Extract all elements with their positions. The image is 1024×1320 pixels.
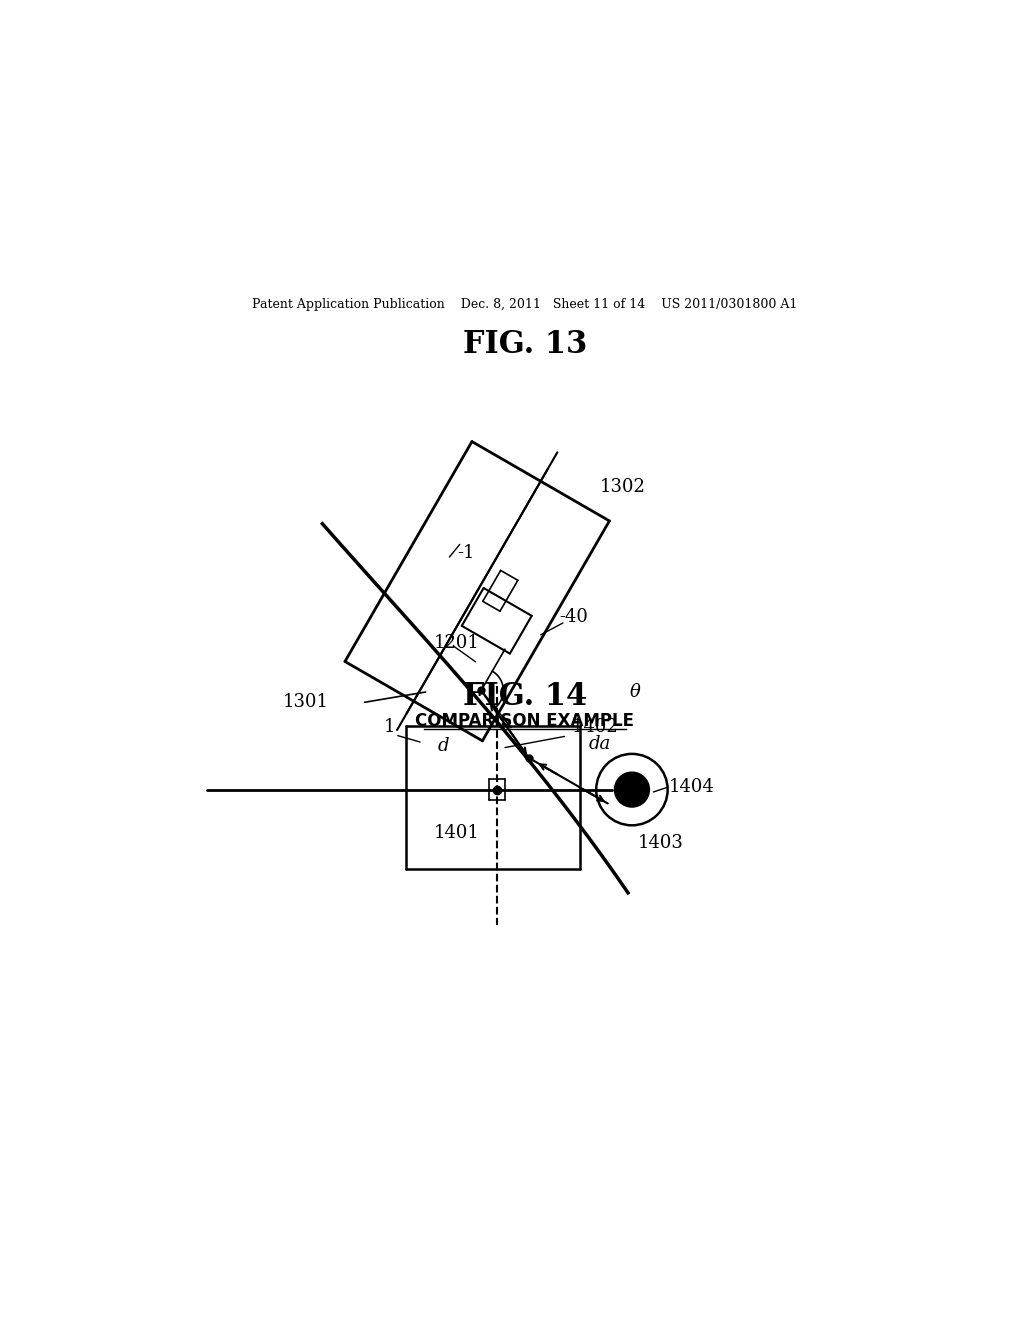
- Text: 1404: 1404: [670, 779, 715, 796]
- Circle shape: [614, 772, 649, 807]
- Text: 1: 1: [384, 718, 395, 735]
- Text: -1: -1: [458, 544, 475, 561]
- Text: -1402: -1402: [566, 718, 617, 735]
- Text: 1301: 1301: [283, 693, 329, 711]
- Text: -40: -40: [559, 609, 588, 627]
- Text: da: da: [588, 735, 610, 754]
- Text: Patent Application Publication    Dec. 8, 2011   Sheet 11 of 14    US 2011/03018: Patent Application Publication Dec. 8, 2…: [252, 297, 798, 310]
- Text: d: d: [438, 737, 450, 755]
- Text: 1401: 1401: [433, 824, 479, 842]
- Text: θ: θ: [630, 682, 640, 701]
- Text: FIG. 14: FIG. 14: [463, 681, 587, 711]
- Text: 1201: 1201: [433, 634, 479, 652]
- Text: FIG. 13: FIG. 13: [463, 329, 587, 360]
- Text: 1302: 1302: [600, 478, 646, 496]
- Text: COMPARISON EXAMPLE: COMPARISON EXAMPLE: [416, 711, 634, 730]
- Text: 1403: 1403: [638, 834, 683, 851]
